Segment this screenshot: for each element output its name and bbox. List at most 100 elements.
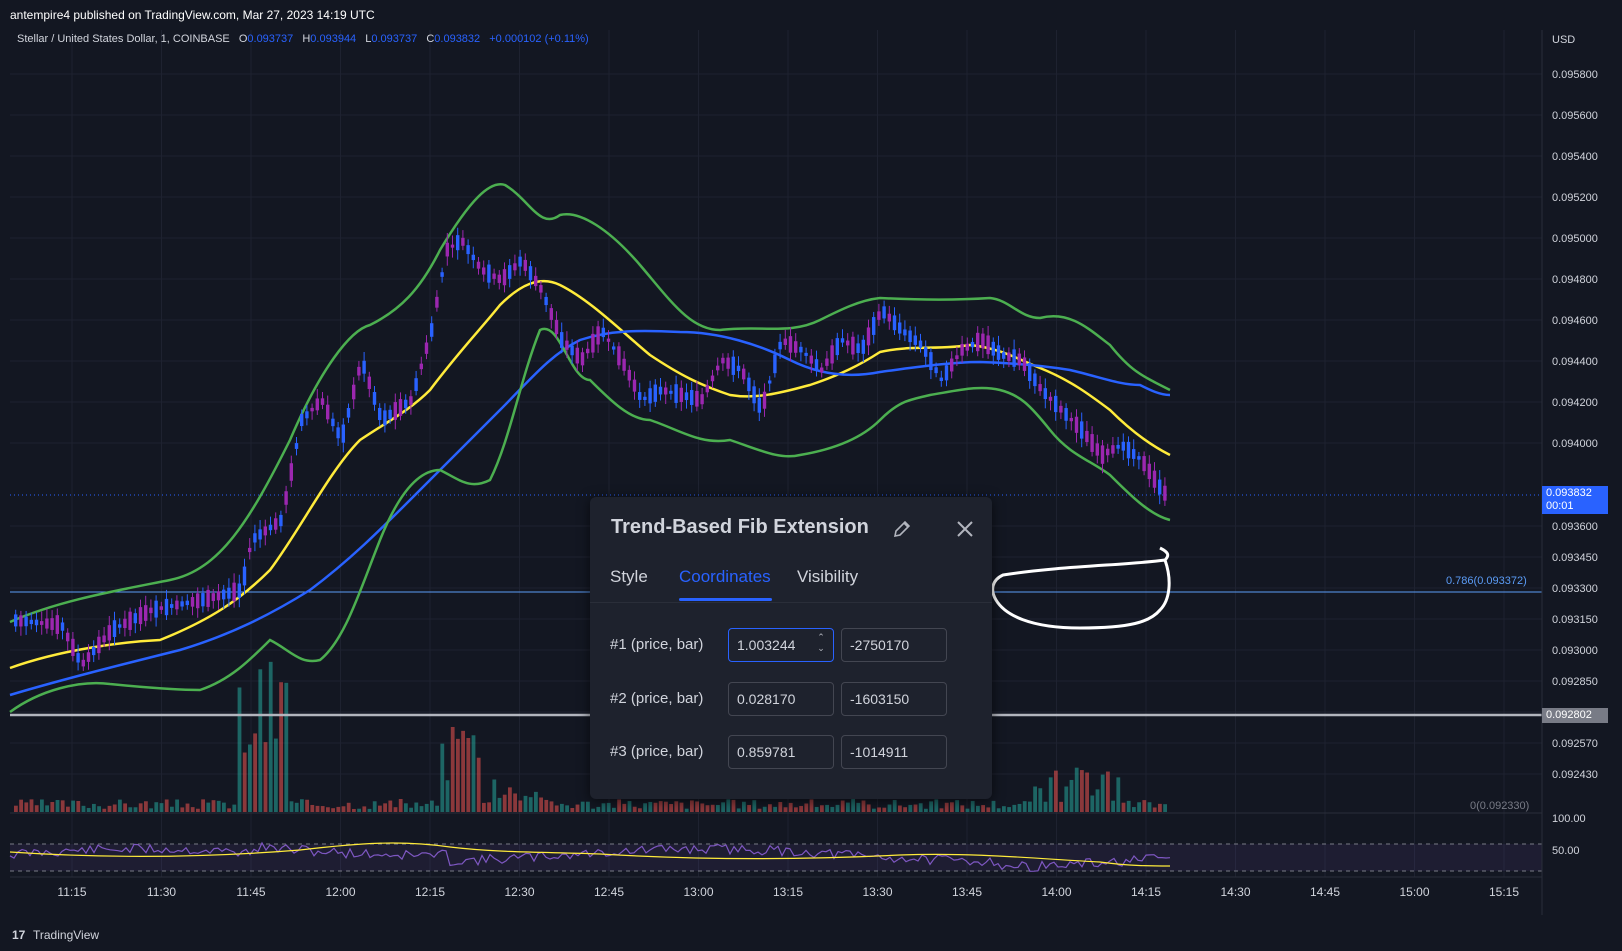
tab-style[interactable]: Style	[610, 567, 648, 586]
candle-body	[726, 357, 730, 369]
volume-bar	[1111, 800, 1115, 812]
bollinger-upper-band	[9, 183, 1171, 624]
volume-bars	[14, 661, 1167, 812]
point-2-bar-input[interactable]	[841, 682, 947, 716]
volume-bar	[300, 799, 304, 812]
point-3-bar-input[interactable]	[841, 735, 947, 769]
volume-bar	[726, 799, 731, 812]
candle-body	[955, 355, 959, 360]
volume-bar	[461, 730, 465, 812]
time-tick-label: 12:15	[415, 885, 445, 899]
candle-body	[846, 340, 850, 346]
volume-bar	[211, 800, 216, 812]
tab-visibility[interactable]: Visibility	[797, 567, 859, 586]
volume-bar	[34, 805, 39, 812]
fib-extension-dialog: Trend-Based Fib Extension Style Coordina…	[590, 497, 992, 799]
volume-bar	[482, 802, 486, 812]
candle-body	[227, 587, 231, 599]
volume-bar	[1080, 770, 1084, 812]
volume-bar	[872, 808, 876, 812]
volume-bar	[996, 808, 1001, 812]
volume-bar	[487, 802, 491, 812]
volume-bar	[1022, 801, 1027, 812]
candle-body	[237, 583, 241, 598]
candle-body	[544, 296, 548, 306]
candle-body	[757, 397, 761, 413]
time-tick-label: 14:45	[1310, 885, 1340, 899]
candle-body	[1002, 352, 1006, 359]
time-tick-label: 14:15	[1131, 885, 1161, 899]
volume-bar	[320, 806, 325, 812]
volume-bar	[747, 804, 751, 812]
candle-body	[1059, 405, 1063, 413]
tradingview-brand[interactable]: TradingView	[33, 928, 100, 942]
close-value: 0.093832	[434, 33, 481, 45]
symbol-legend: Stellar / United States Dollar, 1, COINB…	[17, 33, 589, 45]
volume-bar	[882, 807, 887, 812]
volume-bar	[617, 799, 621, 812]
volume-bar	[222, 802, 226, 812]
candle-body	[799, 346, 803, 353]
point-1-price-stepper[interactable]: ⌃ ⌄	[814, 632, 828, 658]
candle-body	[908, 330, 912, 343]
time-tick-label: 11:15	[57, 885, 86, 899]
candle-body	[144, 605, 148, 621]
candle-body	[534, 275, 538, 287]
candle-body	[357, 366, 361, 376]
tradingview-logo-icon[interactable]: 17	[12, 928, 26, 942]
pencil-icon[interactable]	[892, 519, 912, 539]
volume-bar	[71, 800, 75, 812]
volume-bar	[710, 804, 715, 812]
currency-label[interactable]: USD	[1552, 34, 1576, 46]
volume-bar	[50, 802, 55, 812]
volume-bar	[1074, 767, 1079, 812]
volume-bar	[939, 808, 944, 812]
point-1-bar-input[interactable]	[841, 628, 947, 662]
time-tick-label: 13:15	[773, 885, 803, 899]
volume-bar	[336, 806, 341, 812]
time-tick-label: 11:45	[236, 885, 265, 899]
candle-body	[398, 399, 403, 416]
stepper-up-icon[interactable]: ⌃	[817, 632, 825, 642]
candle-body	[92, 646, 96, 656]
candle-body	[1152, 470, 1157, 488]
volume-bar	[908, 804, 913, 812]
point-1-price-input[interactable]	[728, 628, 834, 662]
footer: 17 TradingView	[0, 920, 1622, 951]
point-3-price-input[interactable]	[728, 735, 834, 769]
candle-body	[580, 352, 585, 366]
volume-bar	[976, 805, 980, 812]
candle-body	[892, 315, 897, 331]
candle-body	[944, 365, 949, 381]
rsi-line	[9, 841, 1171, 872]
candle-body	[185, 600, 189, 606]
volume-bar	[1137, 802, 1141, 812]
close-icon[interactable]	[954, 518, 976, 540]
volume-bar	[1043, 801, 1048, 812]
stepper-down-icon[interactable]: ⌄	[817, 643, 825, 653]
volume-bar	[778, 801, 783, 812]
time-tick-label: 13:45	[952, 885, 982, 899]
time-tick-label: 15:00	[1399, 885, 1429, 899]
candle-body	[638, 392, 642, 400]
rsi-ma-line	[9, 842, 1171, 867]
price-tick-label: 0.093600	[1552, 521, 1598, 533]
volume-bar	[892, 800, 897, 812]
candle-body	[1012, 349, 1016, 367]
volume-bar	[903, 807, 907, 812]
tab-coordinates[interactable]: Coordinates	[679, 567, 771, 586]
candle-body	[216, 591, 221, 601]
candle-body	[232, 582, 236, 602]
candle-body	[887, 313, 891, 322]
volume-bar	[185, 803, 190, 812]
point-2-price-input[interactable]	[728, 682, 834, 716]
symbol-name[interactable]: Stellar / United States Dollar, 1, COINB…	[17, 33, 230, 45]
candle-body	[284, 491, 288, 505]
volume-bar	[612, 807, 616, 812]
candle-body	[409, 396, 413, 405]
candle-body	[81, 659, 85, 667]
volume-bar	[1100, 774, 1105, 812]
volume-bar	[783, 807, 788, 812]
rsi-axis: 100.00 50.00	[1552, 813, 1586, 857]
